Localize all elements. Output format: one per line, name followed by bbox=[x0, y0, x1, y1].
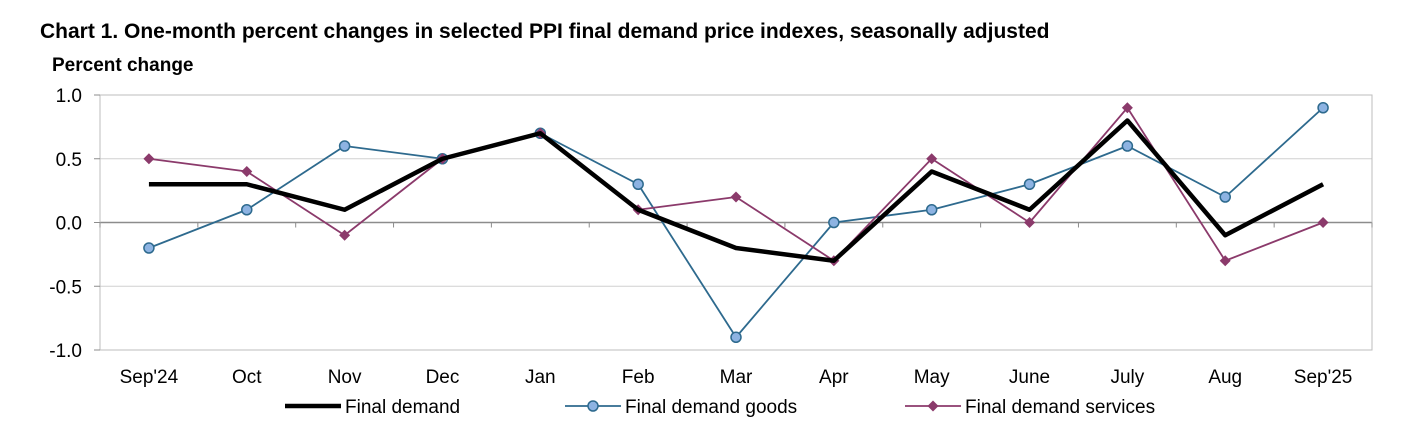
x-tick-label: Nov bbox=[328, 367, 362, 388]
x-tick-label: Feb bbox=[622, 367, 655, 388]
legend-marker-final-demand-services bbox=[927, 400, 939, 412]
x-tick-label: Sep'24 bbox=[120, 367, 179, 388]
series-line-final-demand bbox=[148, 118, 1325, 263]
x-tick-label: Dec bbox=[426, 367, 460, 388]
legend-label-final-demand-services: Final demand services bbox=[965, 397, 1155, 418]
data-point-final-demand-goods bbox=[143, 242, 155, 254]
x-tick-label: June bbox=[1009, 367, 1050, 388]
data-point-final-demand-goods bbox=[925, 204, 938, 216]
data-point-final-demand-services bbox=[1024, 217, 1036, 228]
y-tick-label: 0.0 bbox=[56, 214, 82, 235]
data-point-final-demand-services bbox=[1219, 255, 1231, 267]
x-tick-label: Mar bbox=[720, 367, 753, 388]
data-point-final-demand-services bbox=[1317, 217, 1329, 228]
data-point-final-demand-goods bbox=[338, 140, 351, 152]
x-tick-label: Aug bbox=[1208, 367, 1242, 388]
x-tick-label: May bbox=[914, 367, 950, 388]
legend-marker-final-demand-goods bbox=[587, 400, 599, 412]
x-tick-label: July bbox=[1110, 367, 1144, 388]
data-point-final-demand-goods bbox=[1317, 102, 1329, 114]
data-point-final-demand-services bbox=[339, 229, 351, 241]
data-point-final-demand-services bbox=[926, 153, 938, 165]
y-tick-label: -0.5 bbox=[49, 277, 82, 298]
y-tick-label: 1.0 bbox=[56, 86, 82, 107]
data-point-final-demand-goods bbox=[241, 204, 253, 216]
y-axis-label: Percent change bbox=[52, 55, 194, 76]
data-point-final-demand-services bbox=[1121, 102, 1133, 114]
data-point-final-demand-services bbox=[730, 191, 742, 203]
data-point-final-demand-goods bbox=[730, 331, 742, 343]
x-tick-label: Apr bbox=[819, 367, 849, 388]
series-line-final-demand-services bbox=[148, 106, 1324, 262]
data-point-final-demand-goods bbox=[1023, 178, 1036, 190]
data-point-final-demand-goods bbox=[1121, 140, 1134, 152]
data-point-final-demand-goods bbox=[828, 216, 840, 229]
y-tick-label: -1.0 bbox=[49, 341, 82, 362]
x-tick-label: Sep'25 bbox=[1294, 367, 1353, 388]
y-tick-label: 0.5 bbox=[56, 150, 82, 171]
data-point-final-demand-services bbox=[143, 153, 155, 165]
data-point-final-demand-services bbox=[241, 166, 253, 177]
x-tick-label: Oct bbox=[232, 367, 262, 388]
x-tick-label: Jan bbox=[525, 367, 556, 388]
legend-label-final-demand-goods: Final demand goods bbox=[625, 397, 797, 418]
chart-title: Chart 1. One-month percent changes in se… bbox=[40, 20, 1050, 43]
data-point-final-demand-goods bbox=[1219, 191, 1231, 203]
data-point-final-demand-goods bbox=[632, 178, 644, 190]
legend-label-final-demand: Final demand bbox=[345, 397, 460, 418]
